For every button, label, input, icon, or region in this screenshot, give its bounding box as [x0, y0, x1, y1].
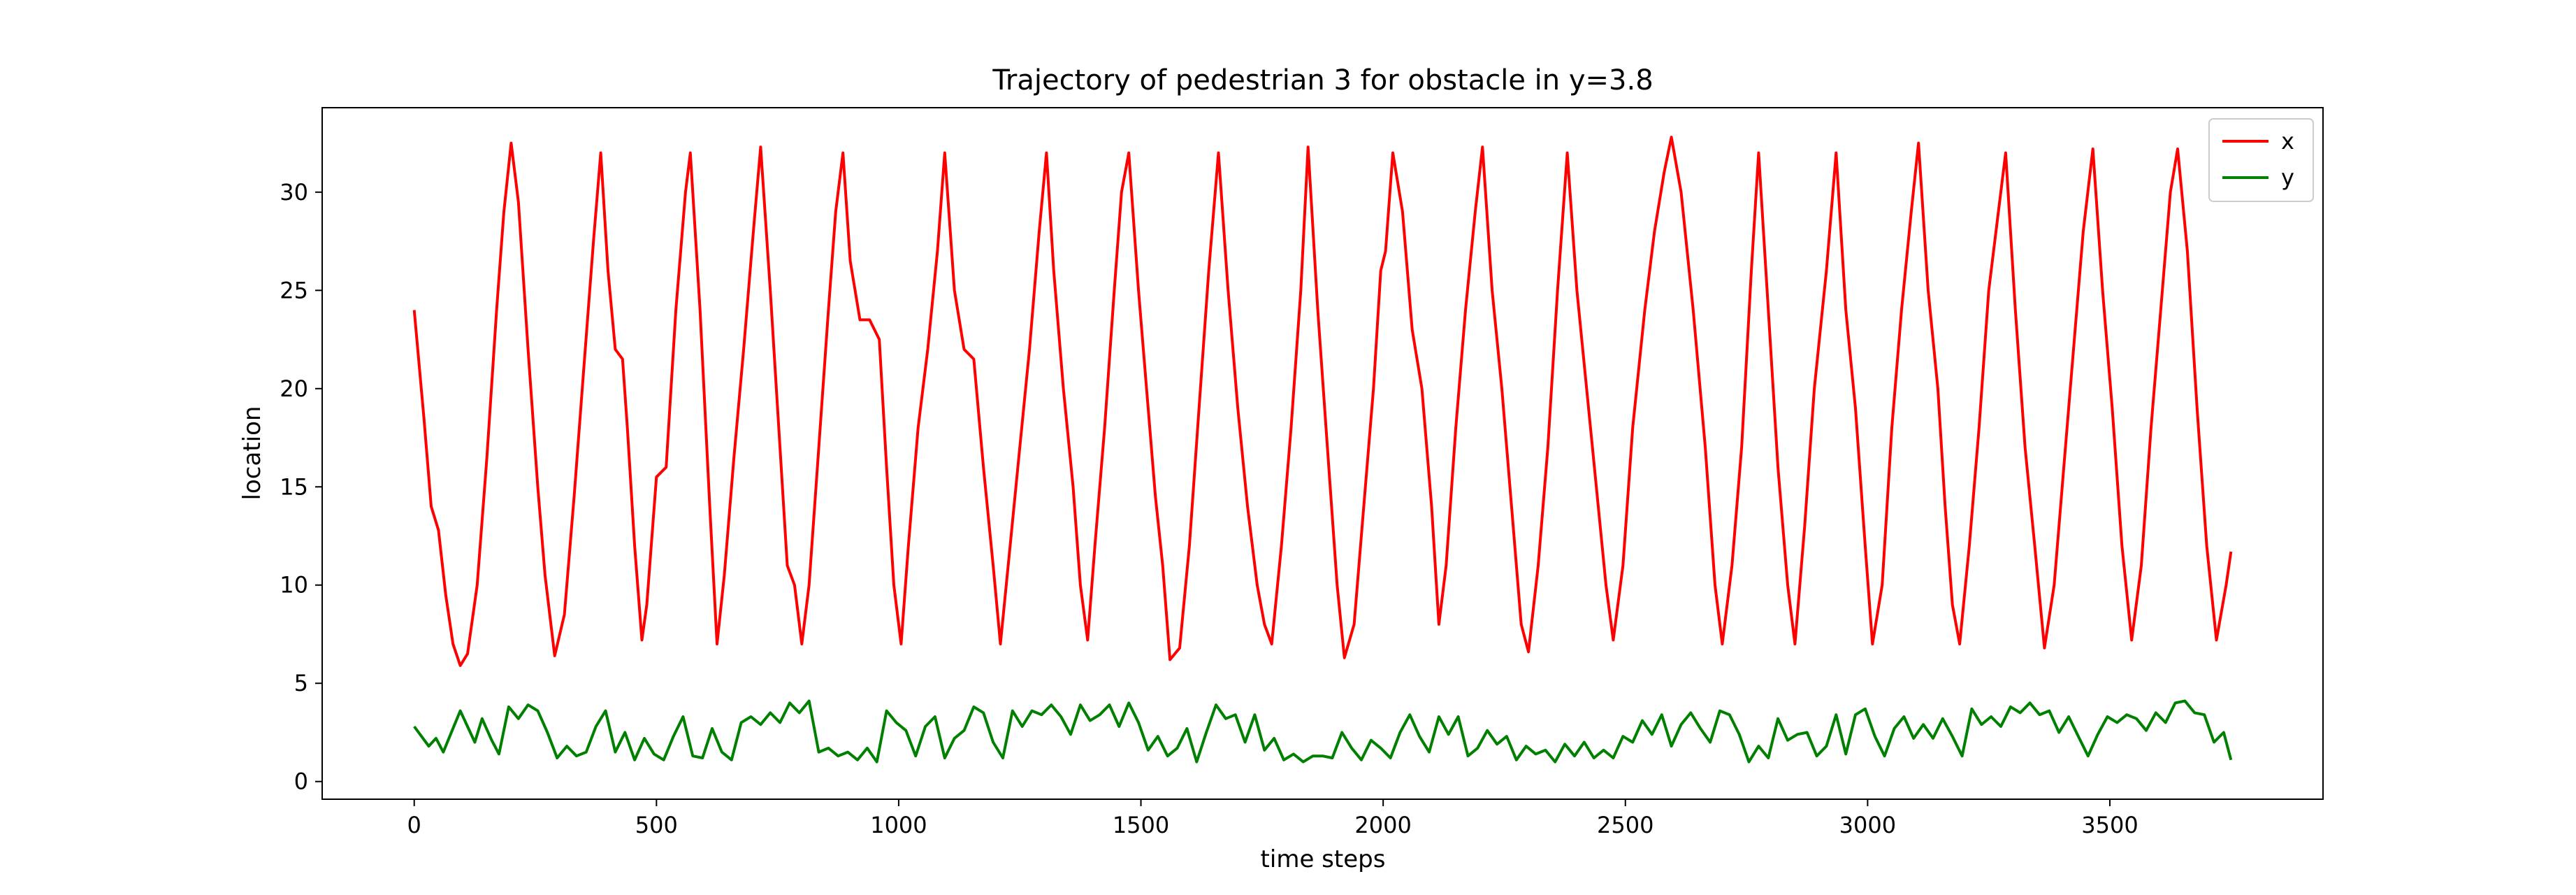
- y-tick-label: 25: [280, 277, 308, 303]
- x-tick-label: 500: [635, 812, 678, 838]
- y-tick-label: 20: [280, 375, 308, 402]
- y-tick-label: 30: [280, 179, 308, 206]
- x-tick-label: 1000: [870, 812, 927, 838]
- x-tick-label: 0: [407, 812, 421, 838]
- y-tick-label: 15: [280, 473, 308, 500]
- x-tick-label: 3000: [1839, 812, 1896, 838]
- series-line-x: [412, 136, 2233, 667]
- y-axis-label: location: [238, 406, 266, 501]
- x-tick-label: 2000: [1354, 812, 1411, 838]
- legend-label-x: x: [2281, 128, 2294, 155]
- series-line-y: [413, 699, 2233, 764]
- legend: x y: [2208, 118, 2314, 202]
- y-tick-label: 0: [294, 768, 308, 795]
- legend-box: [2208, 118, 2314, 202]
- plot-frame: [321, 107, 2324, 800]
- y-tick-label: 5: [294, 670, 308, 696]
- x-tick-label: 2500: [1597, 812, 1654, 838]
- chart-title: Trajectory of pedestrian 3 for obstacle …: [992, 64, 1653, 96]
- plot-area: [321, 107, 2324, 800]
- x-tick-label: 1500: [1113, 812, 1169, 838]
- x-tick-label: 3500: [2081, 812, 2138, 838]
- x-axis: 0 500 1000 1500 2000 2500 3000 3500: [407, 799, 2139, 838]
- y-tick-label: 10: [280, 572, 308, 599]
- y-axis: 0 5 10 15 20 25 30: [280, 179, 322, 795]
- x-axis-label: time steps: [1261, 845, 1386, 873]
- legend-label-y: y: [2281, 164, 2294, 191]
